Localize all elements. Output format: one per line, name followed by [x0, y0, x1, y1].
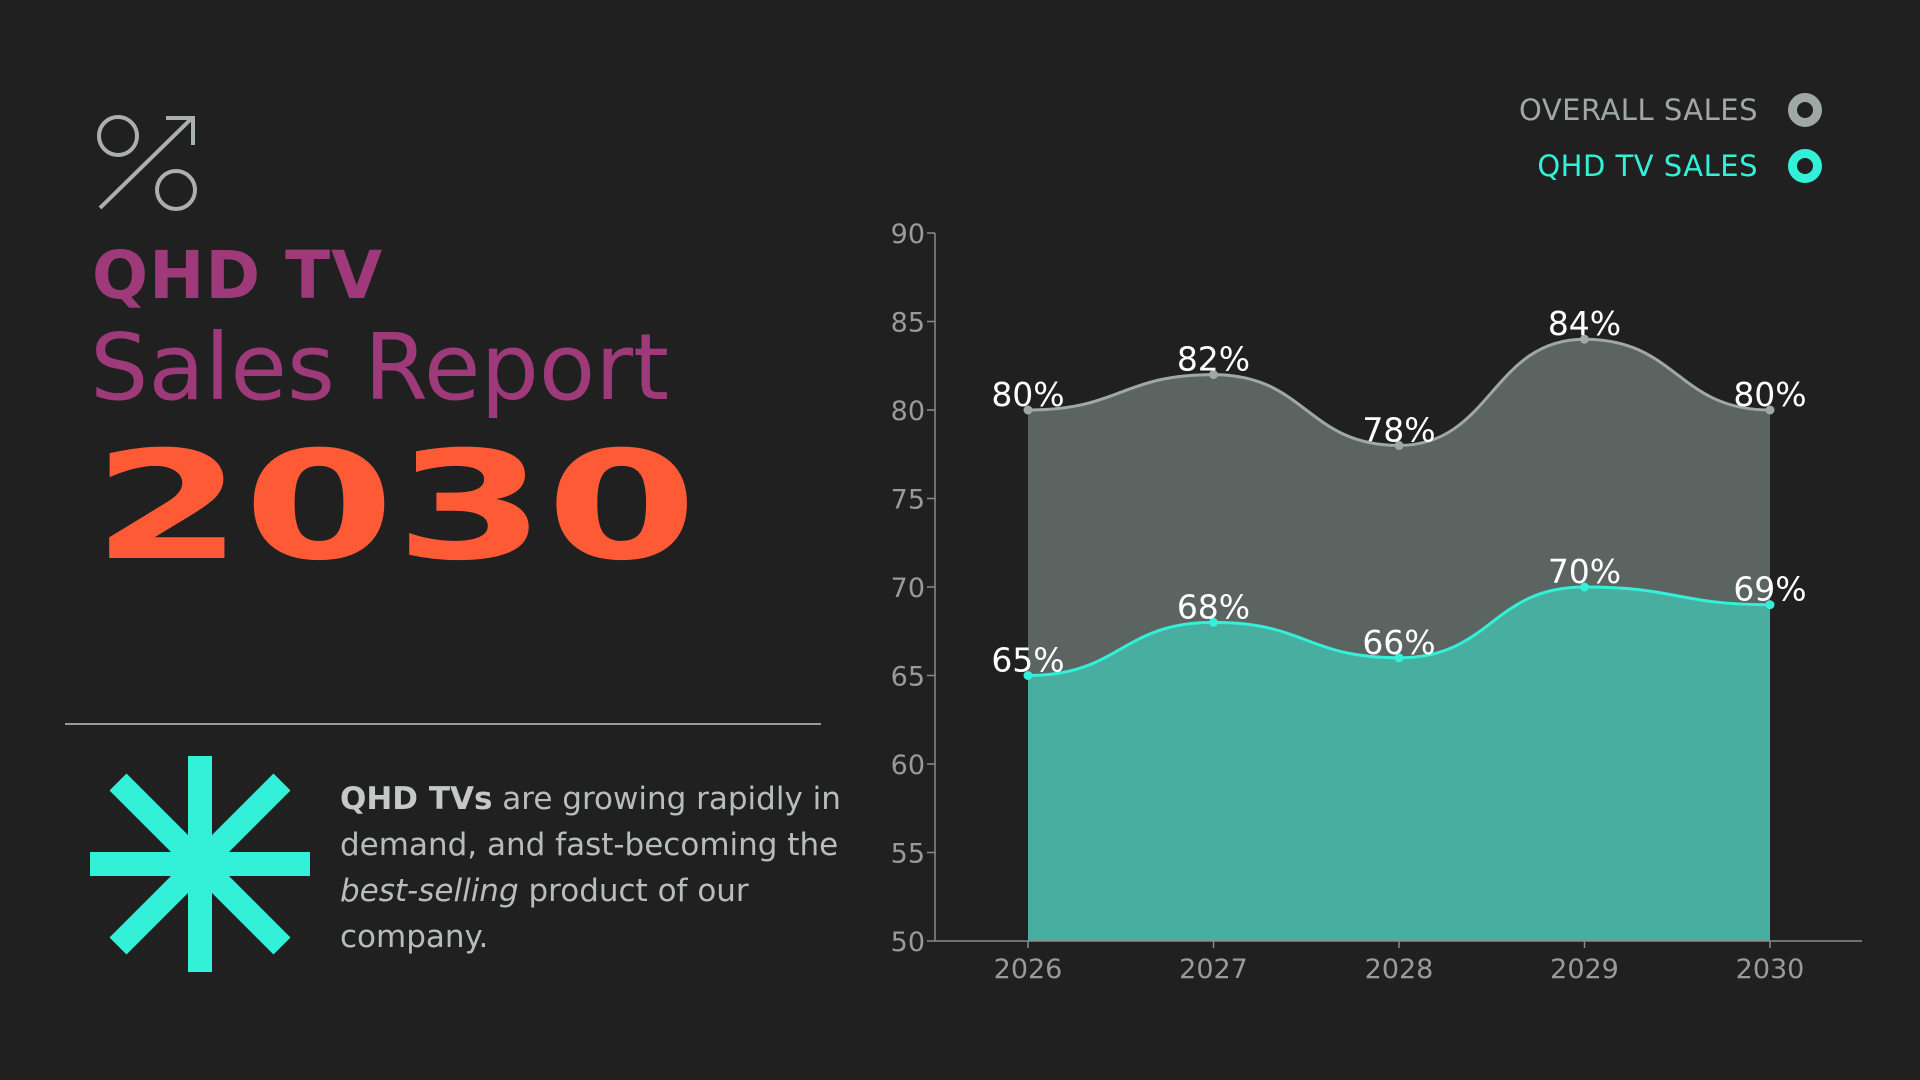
data-label-overall-2029: 84%: [1548, 304, 1621, 343]
description-part1: are growing rapidly in demand, and fast-…: [340, 781, 841, 863]
y-tick-label-75: 75: [891, 485, 925, 516]
line-overall: [1027, 337, 1771, 447]
data-label-overall-2030: 80%: [1733, 375, 1806, 414]
x-tick-label-2028: 2028: [1365, 954, 1434, 985]
y-tick-label-60: 60: [891, 750, 925, 781]
description-text: QHD TVs are growing rapidly in demand, a…: [340, 776, 860, 960]
y-tick-label-85: 85: [891, 308, 925, 339]
title-product: QHD TV: [92, 237, 384, 314]
data-label-qhd-2026: 65%: [991, 641, 1064, 680]
y-tick-label-65: 65: [891, 662, 925, 693]
x-tick-label-2027: 2027: [1179, 954, 1248, 985]
data-label-qhd-2030: 69%: [1733, 570, 1806, 609]
point-qhd-2030: [1765, 600, 1775, 610]
description-part2: product of our company.: [340, 873, 749, 955]
point-qhd-2028: [1394, 653, 1404, 663]
y-tick-label-70: 70: [891, 573, 925, 604]
data-label-qhd-2027: 68%: [1177, 587, 1250, 626]
x-tick-label-2029: 2029: [1550, 954, 1619, 985]
x-tick-label-2030: 2030: [1736, 954, 1805, 985]
legend-ring-overall-icon: [1788, 93, 1822, 127]
point-overall-2027: [1209, 370, 1218, 380]
data-label-overall-2026: 80%: [991, 375, 1064, 414]
y-tick-label-55: 55: [891, 839, 925, 870]
data-label-qhd-2029: 70%: [1548, 552, 1621, 591]
point-overall-2030: [1765, 405, 1775, 415]
point-overall-2028: [1394, 440, 1404, 450]
legend-item-overall: OVERALL SALES: [1519, 85, 1822, 135]
asterisk-icon: [90, 756, 310, 972]
data-label-qhd-2028: 66%: [1362, 623, 1435, 662]
x-tick-label-2026: 2026: [994, 954, 1063, 985]
point-qhd-2027: [1209, 617, 1218, 627]
divider: [65, 723, 821, 725]
legend-ring-qhd-icon: [1788, 149, 1822, 183]
data-label-overall-2027: 82%: [1177, 340, 1250, 379]
y-tick-label-50: 50: [891, 927, 925, 958]
description-bold: QHD TVs: [340, 781, 493, 817]
point-qhd-2029: [1580, 582, 1589, 592]
legend-label-overall: OVERALL SALES: [1519, 93, 1758, 127]
area-qhd: [1028, 587, 1770, 941]
y-tick-label-80: 80: [891, 396, 925, 427]
percent-arrow-icon: [97, 115, 197, 211]
description-italic: best-selling: [340, 873, 519, 909]
y-tick-label-90: 90: [891, 219, 925, 250]
legend-label-qhd: QHD TV SALES: [1537, 149, 1758, 183]
point-overall-2026: [1023, 405, 1033, 415]
data-label-overall-2028: 78%: [1362, 410, 1435, 449]
title-report: Sales Report: [90, 314, 670, 421]
point-qhd-2026: [1023, 671, 1033, 680]
legend-item-qhd: QHD TV SALES: [1537, 141, 1822, 191]
title-year: 2030: [92, 420, 698, 594]
point-overall-2029: [1580, 334, 1589, 344]
